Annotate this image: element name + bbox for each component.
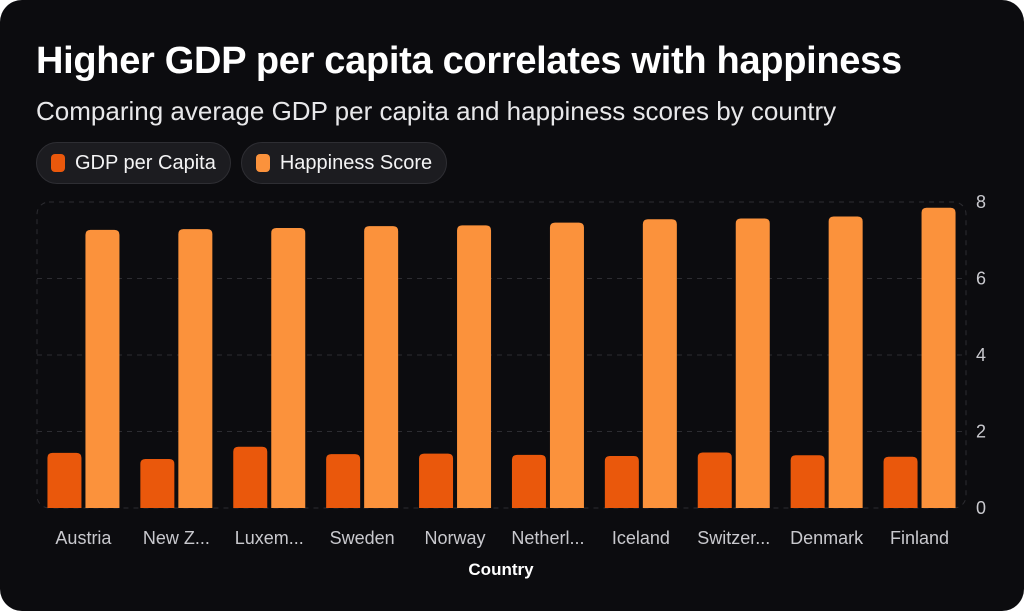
y-tick-label: 0	[976, 498, 986, 518]
bar-gdp	[326, 454, 361, 508]
bar-gdp	[883, 456, 918, 508]
chart-title: Higher GDP per capita correlates with ha…	[36, 40, 902, 82]
bar-gdp	[233, 446, 268, 508]
legend-swatch-gdp	[51, 154, 65, 172]
x-tick-label: Netherl...	[511, 528, 584, 548]
bar-happiness	[364, 226, 399, 508]
x-tick-label: Norway	[425, 528, 486, 548]
x-tick-label: Austria	[55, 528, 112, 548]
x-tick-label: Switzer...	[697, 528, 770, 548]
legend-label-happiness: Happiness Score	[279, 151, 433, 174]
legend-item-gdp[interactable]: GDP per Capita	[36, 142, 231, 184]
bar-happiness	[271, 228, 306, 508]
y-tick-label: 8	[976, 192, 986, 212]
chart-subtitle: Comparing average GDP per capita and hap…	[36, 96, 837, 126]
bar-gdp	[790, 455, 825, 508]
x-tick-label: Denmark	[790, 528, 864, 548]
x-tick-label: Sweden	[330, 528, 395, 548]
x-tick-label: Luxem...	[235, 528, 304, 548]
bar-gdp	[511, 454, 546, 508]
legend-item-happiness[interactable]: Happiness Score	[240, 142, 448, 184]
bar-gdp	[604, 455, 639, 508]
bar-gdp	[47, 452, 82, 508]
legend-label-gdp: GDP per Capita	[75, 151, 216, 174]
y-tick-label: 2	[976, 422, 986, 442]
y-tick-label: 6	[976, 269, 986, 289]
bar-happiness	[828, 216, 863, 508]
y-tick-label: 4	[976, 345, 986, 365]
bar-happiness	[642, 219, 677, 508]
bar-happiness	[178, 229, 213, 508]
legend-swatch-happiness	[255, 154, 270, 172]
bar-happiness	[85, 229, 120, 509]
bar-happiness	[549, 222, 584, 508]
legend: GDP per Capita Happiness Score	[36, 142, 448, 184]
bar-happiness	[457, 225, 492, 508]
x-tick-label: New Z...	[143, 528, 210, 548]
bar-gdp	[697, 452, 732, 508]
bar-happiness	[735, 218, 770, 508]
bar-happiness	[921, 207, 956, 509]
plot-frame	[36, 201, 967, 509]
bar-gdp	[140, 459, 175, 508]
x-axis-label: Country	[468, 560, 534, 579]
bar-gdp	[419, 453, 454, 508]
x-tick-label: Iceland	[612, 528, 670, 548]
x-tick-label: Finland	[890, 528, 949, 548]
